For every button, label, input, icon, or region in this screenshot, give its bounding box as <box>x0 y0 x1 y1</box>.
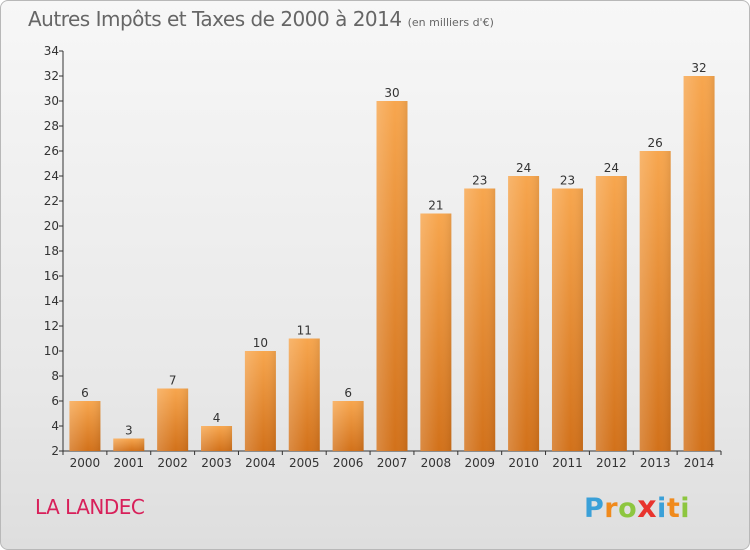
bar-shine <box>157 388 189 451</box>
logo-letter: i <box>657 493 667 524</box>
bar-shine <box>464 188 496 451</box>
bar-shine <box>244 351 276 451</box>
bar-value-label: 21 <box>428 199 443 213</box>
bar-shine <box>113 438 145 451</box>
bar-shine <box>551 188 583 451</box>
x-tick-label: 2000 <box>70 456 101 470</box>
bar-value-label: 6 <box>81 386 89 400</box>
proxiti-logo: Proxiti <box>584 490 690 525</box>
chart-title: Autres Impôts et Taxes de 2000 à 2014 (en… <box>28 7 494 31</box>
bars <box>69 76 715 451</box>
y-tick-label: 24 <box>44 169 59 183</box>
unit-label: (en milliers d'€) <box>407 16 494 29</box>
bar-shine <box>69 401 101 451</box>
bar-value-label: 4 <box>213 411 221 425</box>
title-text: Autres Impôts et Taxes de 2000 à 2014 <box>28 7 402 31</box>
bar-shine <box>639 151 671 451</box>
bar-shine <box>288 338 320 451</box>
logo-letter: i <box>680 493 690 524</box>
bar-value-label: 23 <box>560 174 575 188</box>
x-tick-label: 2008 <box>421 456 452 470</box>
y-tick-label: 22 <box>44 194 59 208</box>
x-tick-label: 2009 <box>464 456 495 470</box>
x-tick-label: 2002 <box>157 456 188 470</box>
bar-value-label: 24 <box>604 161 619 175</box>
logo-letter: t <box>666 493 681 524</box>
y-tick-label: 12 <box>44 319 59 333</box>
y-tick-label: 8 <box>51 369 59 383</box>
x-tick-label: 2004 <box>245 456 276 470</box>
y-tick-label: 16 <box>44 269 59 283</box>
y-tick-label: 30 <box>44 94 59 108</box>
bar-shine <box>201 426 233 451</box>
x-tick-label: 2011 <box>552 456 583 470</box>
bar-value-label: 10 <box>253 336 268 350</box>
x-tick-label: 2005 <box>289 456 320 470</box>
bar-value-label: 32 <box>691 61 706 75</box>
bar-shine <box>376 101 408 451</box>
y-tick-label: 32 <box>44 69 59 83</box>
y-tick-label: 2 <box>51 444 59 458</box>
bar-shine <box>595 176 627 451</box>
bar-value-label: 3 <box>125 424 133 438</box>
y-tick-label: 26 <box>44 144 59 158</box>
x-tick-label: 2010 <box>508 456 539 470</box>
y-tick-label: 6 <box>51 394 59 408</box>
y-tick-label: 20 <box>44 219 59 233</box>
y-tick-label: 18 <box>44 244 59 258</box>
x-tick-label: 2006 <box>333 456 364 470</box>
bar-shine <box>332 401 364 451</box>
x-tick-label: 2001 <box>114 456 145 470</box>
place-name: LA LANDEC <box>35 495 145 519</box>
x-axis: 2000 2001 2002 2003 2004 2005 2006 2007 2008 2009… <box>62 450 722 470</box>
logo-letter: o <box>618 493 638 524</box>
x-tick-label: 2007 <box>377 456 408 470</box>
bar-shine <box>683 76 715 451</box>
bar-value-label: 26 <box>648 136 663 150</box>
bar-value-label: 6 <box>344 386 352 400</box>
bar-value-label: 7 <box>169 374 177 388</box>
y-tick-label: 28 <box>44 119 59 133</box>
data-labels: 6 3 7 4 10 11 6 30 21 23 24 23 24 26 32 <box>81 61 707 438</box>
bar-value-label: 23 <box>472 174 487 188</box>
y-tick-label: 14 <box>44 294 59 308</box>
bar-shine <box>420 213 452 451</box>
bar-value-label: 30 <box>384 86 399 100</box>
x-tick-label: 2013 <box>640 456 671 470</box>
x-tick-label: 2012 <box>596 456 627 470</box>
bar-value-label: 24 <box>516 161 531 175</box>
logo-letter: r <box>604 493 619 524</box>
logo-letter: x <box>637 490 658 525</box>
bar-shine <box>508 176 540 451</box>
y-tick-label: 10 <box>44 344 59 358</box>
y-tick-label: 4 <box>51 419 59 433</box>
x-tick-label: 2003 <box>201 456 232 470</box>
bar-value-label: 11 <box>297 324 312 338</box>
logo-letter: P <box>584 493 605 524</box>
y-tick-label: 34 <box>44 44 59 58</box>
x-tick-label: 2014 <box>684 456 715 470</box>
